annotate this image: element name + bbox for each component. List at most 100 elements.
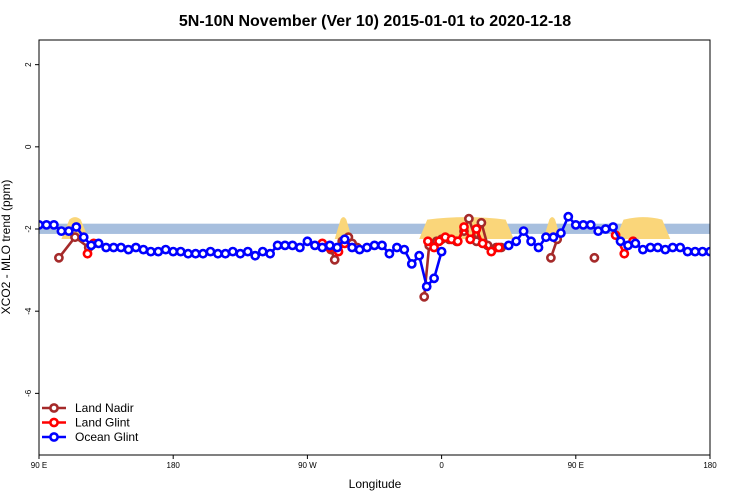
y-tick-label-3: -4 xyxy=(24,307,33,315)
point-land-nadir-3-0 xyxy=(546,252,556,263)
point-ocean-glint-0-24 xyxy=(212,248,223,259)
point-ocean-glint-1-8 xyxy=(563,211,574,222)
point-ocean-glint-0-7 xyxy=(86,240,97,251)
point-land-glint-2-6 xyxy=(459,222,469,232)
point-ocean-glint-1-18 xyxy=(638,244,648,255)
point-ocean-glint-1-11 xyxy=(585,219,596,230)
point-ocean-glint-0-35 xyxy=(294,242,305,253)
y-tick-label-1: 0 xyxy=(24,144,33,149)
point-ocean-glint-1-6 xyxy=(548,232,559,243)
point-ocean-glint-0-49 xyxy=(399,244,410,255)
point-ocean-glint-0-17 xyxy=(160,244,171,255)
x-tick-label-4: 90 E xyxy=(568,461,584,470)
chart-title: 5N-10N November (Ver 10) 2015-01-01 to 2… xyxy=(179,13,571,30)
point-ocean-glint-0-33 xyxy=(280,240,290,251)
point-ocean-glint-0-46 xyxy=(377,240,387,251)
point-land-glint-3-1 xyxy=(619,248,630,259)
x-tick-label-0: 90 E xyxy=(31,461,47,470)
y-tick-label-0: 2 xyxy=(24,62,33,67)
point-ocean-glint-0-18 xyxy=(168,246,179,257)
point-ocean-glint-0-54 xyxy=(436,246,447,257)
x-tick-label-5: 180 xyxy=(703,461,717,470)
x-tick-label-3: 0 xyxy=(439,461,444,470)
y-axis-label: XCO2 - MLO trend (ppm) xyxy=(0,180,13,315)
point-land-nadir-0-0 xyxy=(54,252,64,263)
series-layer xyxy=(39,211,710,302)
plot-frame xyxy=(38,39,711,456)
point-ocean-glint-0-26 xyxy=(227,246,238,257)
point-ocean-glint-1-9 xyxy=(570,219,581,230)
point-ocean-glint-0-13 xyxy=(130,242,141,253)
point-ocean-glint-0-36 xyxy=(302,236,313,247)
point-ocean-glint-1-1 xyxy=(511,236,522,247)
point-ocean-glint-0-4 xyxy=(63,226,74,236)
point-land-nadir-2-7 xyxy=(463,213,474,224)
point-ocean-glint-0-44 xyxy=(362,242,372,253)
point-land-glint-0-0 xyxy=(82,248,93,259)
point-ocean-glint-1-7 xyxy=(556,228,566,238)
point-ocean-glint-0-8 xyxy=(93,238,104,249)
point-ocean-glint-0-5 xyxy=(71,222,82,232)
legend-label: Ocean Glint xyxy=(75,430,139,444)
point-ocean-glint-1-16 xyxy=(623,240,633,251)
point-land-nadir-0-1 xyxy=(70,232,80,243)
point-ocean-glint-1-2 xyxy=(518,226,529,236)
point-ocean-glint-0-27 xyxy=(235,248,246,259)
point-ocean-glint-0-29 xyxy=(250,250,261,261)
point-ocean-glint-0-9 xyxy=(101,242,111,253)
point-ocean-glint-0-40 xyxy=(332,242,343,253)
point-ocean-glint-0-20 xyxy=(183,248,193,259)
x-tick-label-1: 180 xyxy=(167,461,181,470)
point-ocean-glint-0-38 xyxy=(317,242,328,253)
point-ocean-glint-1-23 xyxy=(675,242,686,253)
x-tick-label-2: 90 W xyxy=(298,461,317,470)
point-land-nadir-4-0 xyxy=(589,252,600,263)
legend-label: Land Nadir xyxy=(75,401,134,415)
point-land-nadir-2-0 xyxy=(419,291,430,302)
point-ocean-glint-0-52 xyxy=(421,281,432,292)
point-ocean-glint-1-17 xyxy=(630,238,641,249)
point-ocean-glint-1-4 xyxy=(533,242,544,253)
x-axis-label: Longitude xyxy=(349,477,402,491)
point-land-glint-2-5 xyxy=(452,236,463,247)
point-ocean-glint-1-0 xyxy=(503,240,514,251)
legend-item-land-nadir: Land Nadir xyxy=(42,401,134,415)
point-ocean-glint-0-42 xyxy=(347,242,357,253)
x-axis: 90 E 180 90 W 0 90 E 180 xyxy=(31,455,717,470)
land-patch-4 xyxy=(615,217,671,239)
point-ocean-glint-1-13 xyxy=(600,224,611,234)
point-land-glint-2-9 xyxy=(477,238,488,249)
point-ocean-glint-0-14 xyxy=(138,244,149,255)
point-land-nadir-1-1 xyxy=(329,254,340,265)
point-ocean-glint-0-11 xyxy=(116,242,126,253)
point-land-glint-2-0 xyxy=(422,236,433,247)
point-ocean-glint-1-24 xyxy=(682,246,693,257)
point-land-glint-2-10 xyxy=(486,246,497,257)
point-ocean-glint-0-16 xyxy=(153,246,164,257)
point-land-glint-2-7 xyxy=(465,234,476,245)
point-ocean-glint-0-47 xyxy=(384,248,395,259)
point-land-nadir-2-9 xyxy=(476,217,487,228)
point-land-glint-2-8 xyxy=(471,224,482,234)
point-ocean-glint-0-28 xyxy=(242,246,253,257)
point-ocean-glint-0-22 xyxy=(198,248,208,259)
point-ocean-glint-1-15 xyxy=(615,236,626,247)
reference-band xyxy=(39,223,710,234)
point-ocean-glint-0-15 xyxy=(145,246,156,257)
point-ocean-glint-1-27 xyxy=(705,246,710,257)
point-ocean-glint-0-50 xyxy=(406,258,417,269)
point-ocean-glint-0-6 xyxy=(78,232,89,243)
legend-swatch-marker xyxy=(49,417,59,428)
point-ocean-glint-0-31 xyxy=(265,248,275,259)
y-tick-label-4: -6 xyxy=(24,389,33,397)
legend-item-land-glint: Land Glint xyxy=(42,416,130,430)
y-axis: 2 0 -2 -4 -6 xyxy=(24,62,39,397)
point-land-glint-2-1 xyxy=(429,242,439,253)
point-land-glint-2-11 xyxy=(493,242,504,253)
point-ocean-glint-1-3 xyxy=(526,236,536,247)
legend-swatch-marker xyxy=(49,432,59,442)
point-ocean-glint-0-51 xyxy=(414,250,425,261)
point-ocean-glint-1-26 xyxy=(697,246,708,257)
